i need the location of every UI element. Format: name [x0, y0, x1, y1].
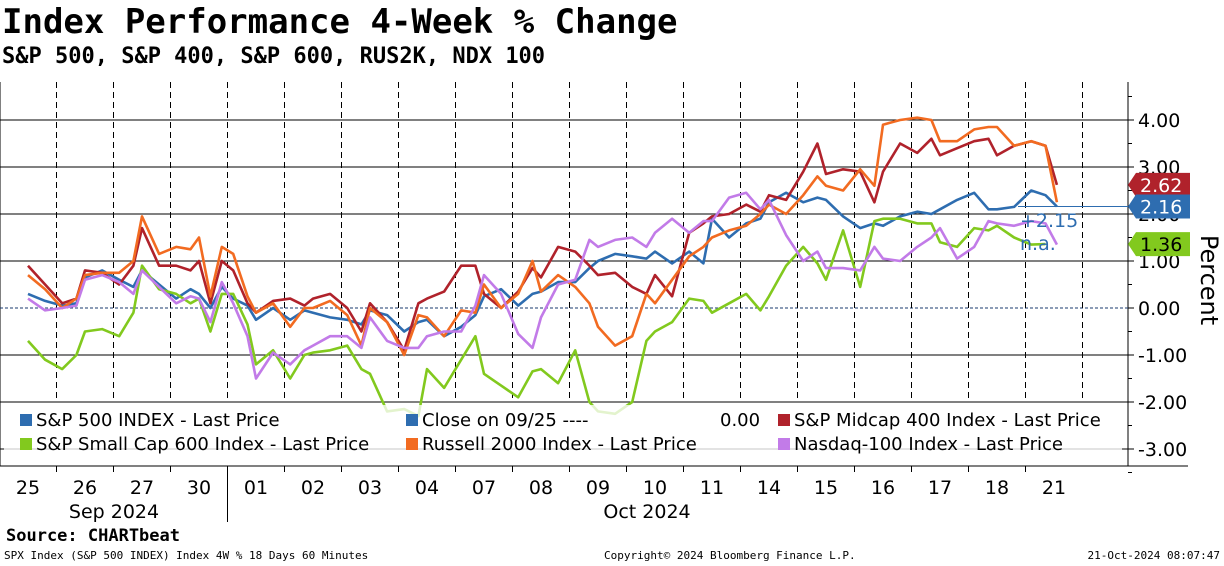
chart-title: Index Performance 4-Week % Change — [2, 2, 678, 42]
series-line-4 — [27, 116, 1059, 357]
x-tick-label: 18 — [985, 477, 1009, 499]
x-tick-label: 07 — [472, 477, 496, 499]
x-month-label: Oct 2024 — [603, 501, 690, 523]
chart-subtitle: S&P 500, S&P 400, S&P 600, RUS2K, NDX 10… — [2, 44, 546, 69]
legend-swatch — [406, 414, 418, 426]
y-tick-label: 4.00 — [1138, 110, 1180, 132]
legend-label: S&P Midcap 400 Index - Last Price — [794, 410, 1101, 431]
footer-right: 21-Oct-2024 08:07:47 — [1087, 549, 1220, 562]
series-line-2 — [27, 137, 1059, 352]
last-value-tag-text: 1.36 — [1140, 234, 1182, 256]
x-tick-label: 08 — [529, 477, 553, 499]
last-value-tag-bg — [1128, 194, 1190, 219]
x-tick-label: 26 — [73, 477, 97, 499]
x-tick-label: 03 — [358, 477, 382, 499]
x-tick-label: 15 — [814, 477, 838, 499]
source-note: Source: CHARTbeat — [6, 526, 180, 546]
x-tick-label: 14 — [757, 477, 781, 499]
legend-reference-value: 0.00 — [720, 410, 760, 431]
x-tick-label: 30 — [187, 477, 211, 499]
x-tick-label: 16 — [871, 477, 895, 499]
legend-swatch — [778, 414, 790, 426]
footer-center: Copyright© 2024 Bloomberg Finance L.P. — [604, 549, 856, 562]
footer-left: SPX Index (S&P 500 INDEX) Index 4W % 18 … — [4, 549, 369, 562]
y-tick-label: -2.00 — [1138, 392, 1187, 414]
legend-swatch — [406, 438, 418, 450]
legend-label: Russell 2000 Index - Last Price — [422, 434, 697, 455]
last-value-tag: 1.36 — [1128, 232, 1190, 256]
legend-swatch — [778, 438, 790, 450]
series-line-1 — [27, 189, 1058, 338]
last-value-tag-bg — [1128, 232, 1190, 257]
legend-label: S&P Small Cap 600 Index - Last Price — [36, 434, 369, 455]
legend-swatch — [20, 438, 32, 450]
na-annotation: n.a. — [1020, 233, 1056, 255]
y-tick-label: 0.00 — [1138, 298, 1180, 320]
x-month-label: Sep 2024 — [69, 501, 159, 523]
x-tick-label: 09 — [586, 477, 610, 499]
y-tick-label: -1.00 — [1138, 345, 1187, 367]
series-line-5 — [27, 191, 1059, 380]
x-tick-label: 04 — [415, 477, 439, 499]
x-tick-label: 25 — [16, 477, 40, 499]
x-tick-label: 02 — [301, 477, 325, 499]
last-value-tag: 2.62 — [1128, 172, 1190, 197]
last-value-tag-text: 2.16 — [1140, 196, 1182, 218]
last-value-tag-text: 2.62 — [1140, 175, 1182, 197]
y-axis-label: Percent — [1195, 235, 1223, 325]
legend-box — [4, 405, 1122, 463]
legend-swatch — [20, 414, 32, 426]
y-tick-label: 1.00 — [1138, 251, 1180, 273]
x-tick-label: 11 — [700, 477, 724, 499]
x-tick-label: 01 — [244, 477, 268, 499]
legend-label: Close on 09/25 ---- — [422, 410, 588, 431]
x-tick-label: 10 — [643, 477, 667, 499]
last-value-tag: 2.16 — [1128, 194, 1190, 219]
last-value-tag-bg — [1128, 172, 1190, 197]
x-tick-label: 17 — [928, 477, 952, 499]
legend-label: Nasdaq-100 Index - Last Price — [794, 434, 1063, 455]
legend-label: S&P 500 INDEX - Last Price — [36, 410, 280, 431]
x-tick-label: 21 — [1042, 477, 1066, 499]
x-tick-label: 27 — [130, 477, 154, 499]
change-annotation: +2.15 — [1020, 210, 1078, 232]
y-tick-label: -3.00 — [1138, 439, 1187, 461]
